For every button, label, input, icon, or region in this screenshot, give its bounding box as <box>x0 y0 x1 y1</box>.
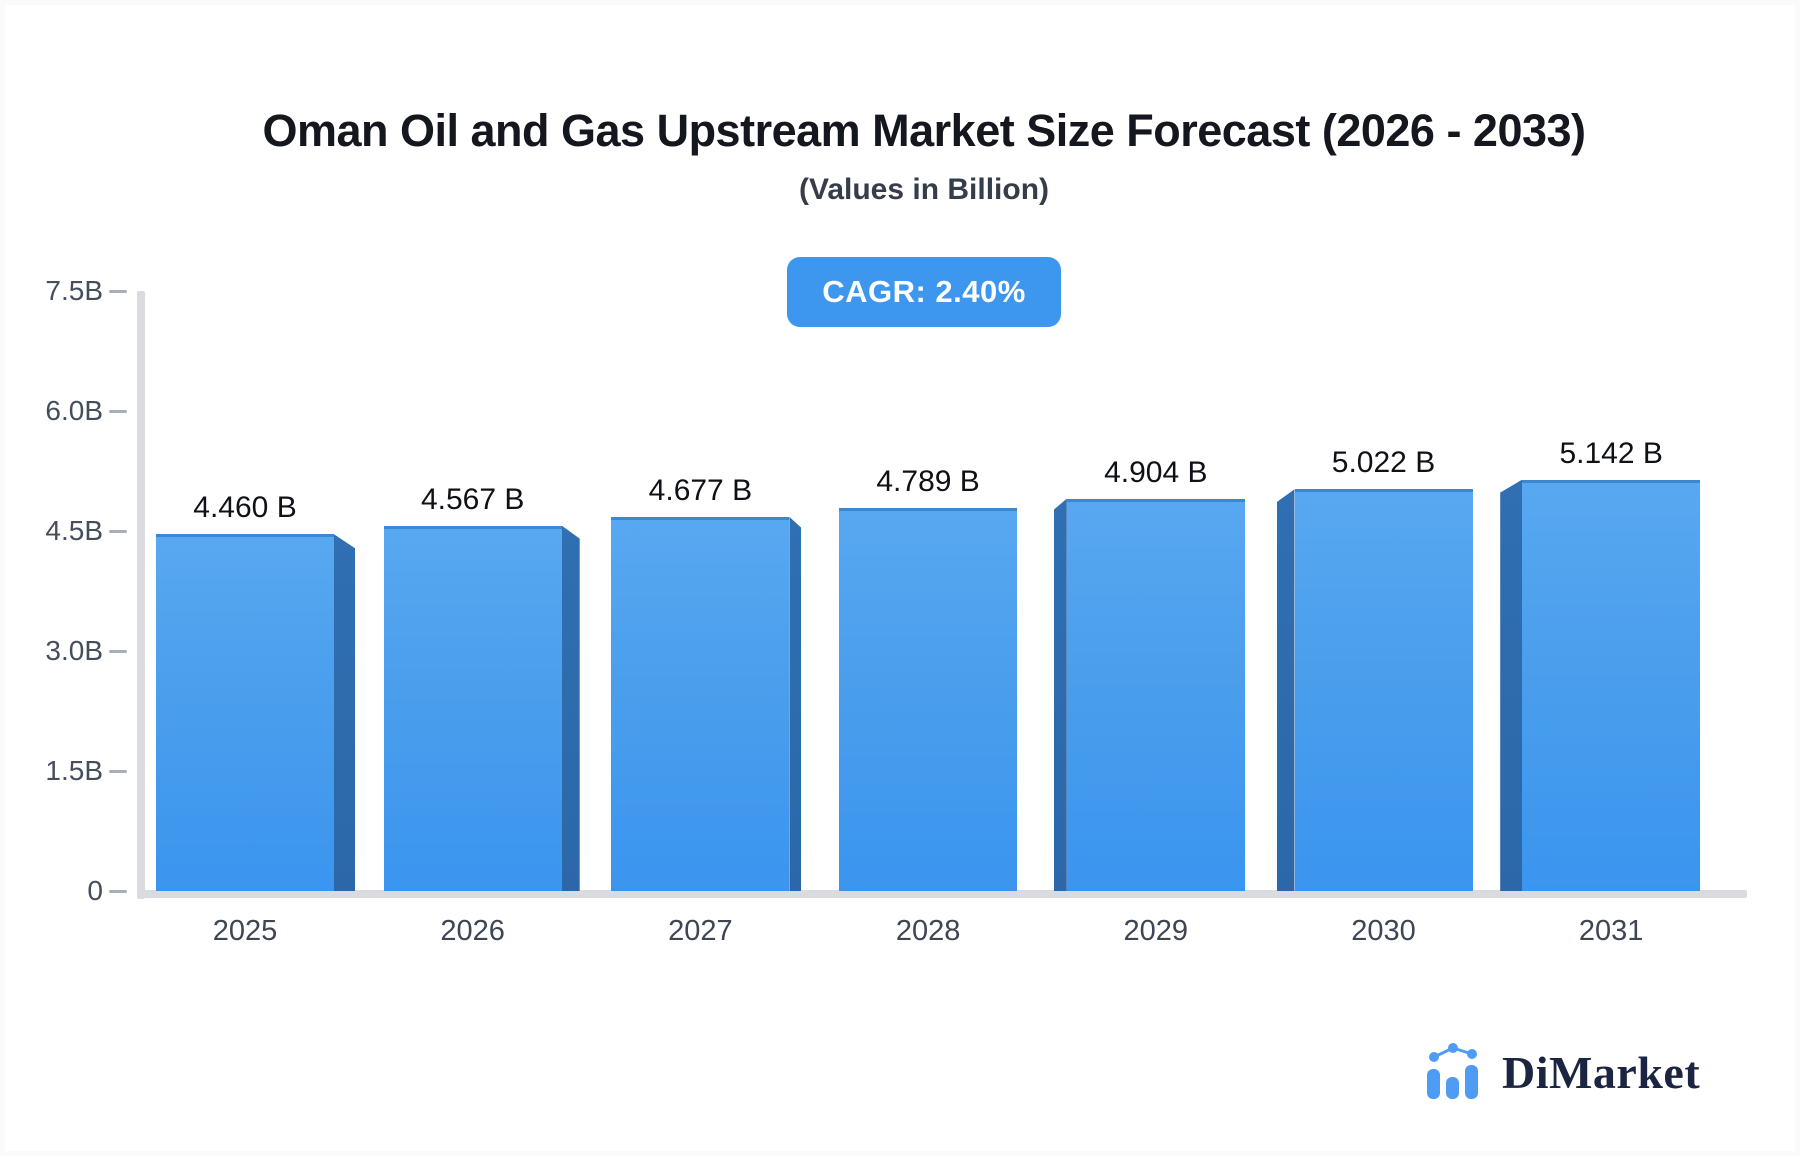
y-axis-tick <box>109 290 127 293</box>
x-axis-label-2029: 2029 <box>1123 915 1189 947</box>
bar-2029[interactable] <box>1066 498 1245 891</box>
x-axis-label-2031: 2031 <box>1578 915 1644 947</box>
bar-3d-side-2031 <box>1500 479 1523 891</box>
chart-subtitle: (Values in Billion) <box>798 173 1050 206</box>
bar-3d-side-2030 <box>1276 489 1295 891</box>
y-axis-label-6.0B: 6.0B <box>45 395 103 426</box>
x-axis-label-2025: 2025 <box>212 915 278 947</box>
bar-2025[interactable] <box>156 534 334 891</box>
bar-2028[interactable] <box>839 507 1018 891</box>
x-axis-label-2026: 2026 <box>440 915 505 947</box>
bar-3d-side-2027 <box>789 516 802 891</box>
y-axis-label-1.5B: 1.5B <box>45 755 103 786</box>
y-axis-tick <box>109 410 127 413</box>
bar-value-label-2026: 4.567 B <box>420 482 525 516</box>
bar-value-label-2025: 4.460 B <box>193 491 297 525</box>
cagr-badge-row: CAGR: 2.40% <box>53 257 1795 327</box>
cagr-badge: CAGR: 2.40% <box>787 257 1061 327</box>
y-axis-line <box>137 291 145 899</box>
logo-text: DiMarket <box>1502 1047 1701 1098</box>
bar-value-label-2031: 5.142 B <box>1559 436 1663 470</box>
bar-value-label-2030: 5.022 B <box>1331 446 1436 480</box>
bar-2026[interactable] <box>383 525 562 891</box>
bar-value-label-2028: 4.789 B <box>876 464 980 498</box>
y-axis-tick <box>109 770 127 773</box>
bar-3d-side-2025 <box>334 534 355 891</box>
x-axis-label-2028: 2028 <box>895 915 961 947</box>
dimarket-logo[interactable]: DiMarket <box>1427 1041 1700 1099</box>
y-axis-tick <box>109 530 127 533</box>
y-axis-label-4.5B: 4.5B <box>45 515 103 546</box>
y-axis-label-7.5B: 7.5B <box>45 275 103 306</box>
bar-3d-side-2029 <box>1053 498 1067 891</box>
y-axis-tick <box>109 890 127 893</box>
chart-title: Oman Oil and Gas Upstream Market Size Fo… <box>262 105 1586 156</box>
bar-chart-trend-icon <box>1427 1043 1478 1099</box>
bar-value-label-2029: 4.904 B <box>1104 455 1208 489</box>
y-axis-label-3.0B: 3.0B <box>45 635 103 666</box>
x-axis-label-2030: 2030 <box>1351 915 1416 947</box>
bar-2030[interactable] <box>1294 489 1473 891</box>
bar-value-label-2027: 4.677 B <box>648 473 753 507</box>
x-axis-baseline <box>137 890 1747 898</box>
y-axis-label-0: 0 <box>87 875 103 906</box>
x-axis-label-2027: 2027 <box>668 915 733 947</box>
bar-2031[interactable] <box>1522 479 1701 891</box>
y-axis-tick <box>109 650 127 653</box>
bar-2027[interactable] <box>611 516 790 891</box>
bar-3d-side-2026 <box>561 525 580 891</box>
